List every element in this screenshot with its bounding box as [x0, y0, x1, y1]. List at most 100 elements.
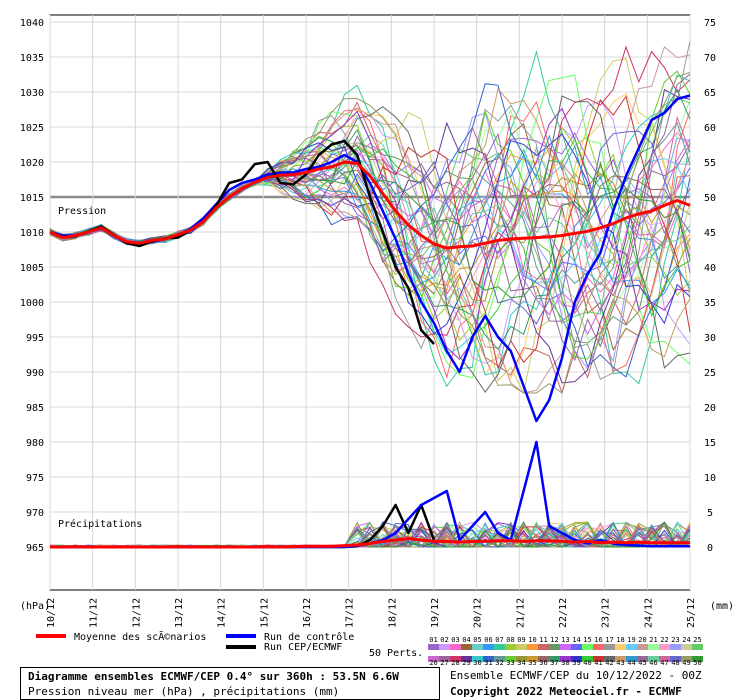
- footer-title: Diagramme ensembles ECMWF/CEP 0.4° sur 3…: [28, 670, 399, 683]
- pert-swatch: [692, 656, 703, 662]
- right-tick-label: 15: [704, 438, 716, 449]
- pert-swatch: [439, 644, 450, 650]
- pert-number: 24: [682, 636, 690, 644]
- pert-number: 26: [429, 659, 437, 667]
- pert-swatch: [571, 644, 582, 650]
- x-tick-label: 10/12: [46, 598, 57, 628]
- pert-number: 14: [572, 636, 580, 644]
- pert-number: 11: [539, 636, 547, 644]
- pert-swatch: [648, 656, 659, 662]
- legend-cep-label: Run CEP/ECMWF: [264, 642, 342, 653]
- pressure-label: Pression: [58, 206, 106, 217]
- footer-subtitle: Pression niveau mer (hPa) , précipitatio…: [28, 685, 340, 698]
- right-axis-unit: (mm): [710, 601, 734, 612]
- left-tick-label: 1030: [20, 88, 44, 99]
- pert-number: 35: [528, 659, 536, 667]
- left-tick-label: 965: [26, 543, 44, 554]
- pert-number: 47: [660, 659, 668, 667]
- pert-number: 08: [506, 636, 514, 644]
- pert-swatch: [538, 656, 549, 662]
- pert-swatch: [439, 656, 450, 662]
- pert-number: 09: [517, 636, 525, 644]
- pert-swatch: [659, 644, 670, 650]
- pert-number: 12: [550, 636, 558, 644]
- right-tick-label: 5: [707, 508, 713, 519]
- right-tick-label: 75: [704, 18, 716, 29]
- pert-number: 46: [649, 659, 657, 667]
- pert-number: 41: [594, 659, 602, 667]
- precip-line: [50, 537, 690, 549]
- pert-number: 40: [583, 659, 591, 667]
- pert-swatch: [615, 644, 626, 650]
- right-tick-label: 30: [704, 333, 716, 344]
- pert-swatch: [549, 656, 560, 662]
- pert-number: 50: [693, 659, 701, 667]
- pert-number: 07: [495, 636, 503, 644]
- pert-number: 37: [550, 659, 558, 667]
- pert-swatch: [604, 656, 615, 662]
- pert-number: 39: [572, 659, 580, 667]
- main-series: [49, 94, 691, 549]
- pert-number: 01: [429, 636, 437, 644]
- pert-swatch: [582, 656, 593, 662]
- pert-number: 21: [649, 636, 657, 644]
- pert-swatch: [692, 644, 703, 650]
- pert-swatch: [461, 656, 472, 662]
- left-tick-label: 995: [26, 333, 44, 344]
- pert-swatch: [560, 644, 571, 650]
- x-tick-label: 25/12: [686, 598, 697, 628]
- pert-swatch: [527, 644, 538, 650]
- axes: 9659709759809859909951000100510101015102…: [20, 18, 716, 628]
- pert-swatch: [604, 644, 615, 650]
- pert-number: 10: [528, 636, 536, 644]
- x-tick-label: 21/12: [515, 598, 526, 628]
- pert-swatch: [428, 656, 439, 662]
- pert-number: 23: [671, 636, 679, 644]
- pert-swatch: [637, 644, 648, 650]
- pert-swatch: [472, 656, 483, 662]
- pert-swatch: [516, 644, 527, 650]
- pert-number: 33: [506, 659, 514, 667]
- footer-title-box: [20, 667, 440, 700]
- pert-number: 45: [638, 659, 646, 667]
- x-tick-label: 18/12: [387, 598, 398, 628]
- pert-number: 34: [517, 659, 525, 667]
- pert-number: 19: [627, 636, 635, 644]
- pert-swatch: [593, 644, 604, 650]
- left-tick-label: 970: [26, 508, 44, 519]
- right-tick-label: 50: [704, 193, 716, 204]
- legend-control-label: Run de contrôle: [264, 631, 354, 643]
- right-tick-label: 20: [704, 403, 716, 414]
- legend-mean-label: Moyenne des scÃ©narios: [74, 630, 206, 643]
- legend: Moyenne des scÃ©narios Run de contrôle R…: [36, 630, 703, 667]
- pert-color-grid: 01 02 03 04 05 06 07 08 09 10 11 12 13 14 15 16 17 18 19 20…: [428, 636, 703, 667]
- pert-swatch: [472, 644, 483, 650]
- pert-number: 36: [539, 659, 547, 667]
- pert-swatch: [516, 656, 527, 662]
- pressure-line: [49, 160, 691, 250]
- x-tick-label: 13/12: [174, 598, 185, 628]
- pert-number: 25: [693, 636, 701, 644]
- x-tick-label: 14/12: [217, 598, 228, 628]
- pert-swatch: [582, 644, 593, 650]
- pert-swatch: [681, 656, 692, 662]
- pert-swatch: [483, 644, 494, 650]
- left-tick-label: 990: [26, 368, 44, 379]
- pert-swatch: [571, 656, 582, 662]
- pert-number: 27: [440, 659, 448, 667]
- pert-swatch: [494, 656, 505, 662]
- right-tick-label: 45: [704, 228, 716, 239]
- precip-label: Précipitations: [58, 518, 142, 530]
- pert-number: 04: [462, 636, 470, 644]
- left-tick-label: 1000: [20, 298, 44, 309]
- x-tick-label: 16/12: [302, 598, 313, 628]
- pert-number: 20: [638, 636, 646, 644]
- x-tick-label: 17/12: [345, 598, 356, 628]
- pert-number: 49: [682, 659, 690, 667]
- right-tick-label: 10: [704, 473, 716, 484]
- x-tick-label: 24/12: [643, 598, 654, 628]
- pert-swatch: [461, 644, 472, 650]
- pert-pressure-line: [49, 88, 691, 384]
- pert-number: 32: [495, 659, 503, 667]
